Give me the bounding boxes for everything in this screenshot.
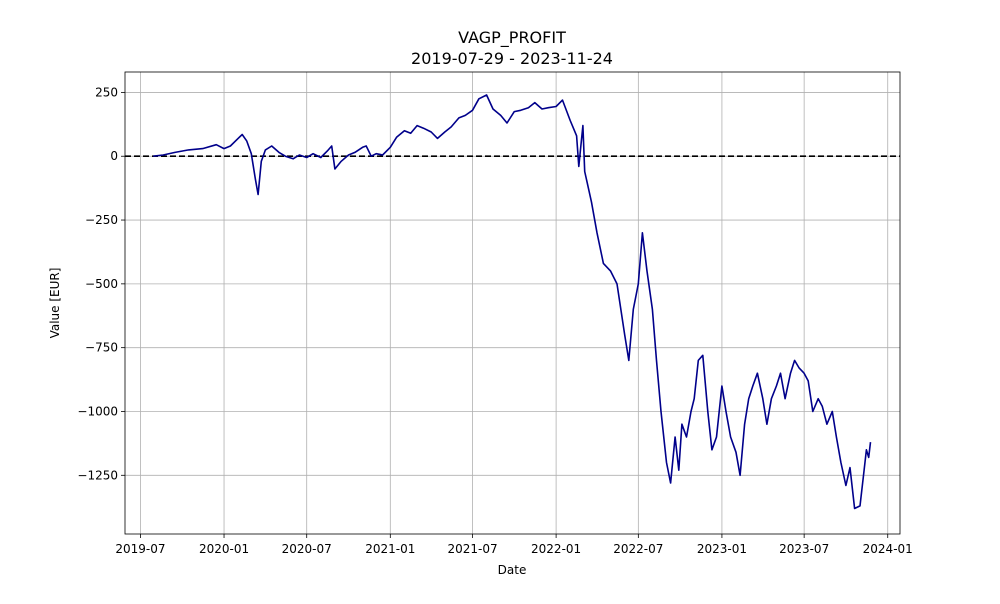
x-tick-label: 2022-07: [613, 542, 663, 556]
x-tick-label: 2023-07: [779, 542, 829, 556]
y-tick-label: −1250: [77, 468, 118, 482]
y-tick-label: −250: [85, 213, 118, 227]
y-tick-label: −500: [85, 277, 118, 291]
chart-subtitle: 2019-07-29 - 2023-11-24: [411, 49, 613, 68]
x-tick-layer: 2019-07 2020-01 2020-07 2021-01 2021-07 2022-…: [115, 534, 913, 556]
plot-area-frame: [124, 71, 901, 535]
x-tick-label: 2020-07: [282, 542, 332, 556]
y-tick-label: 250: [95, 85, 118, 99]
x-tick-label: 2023-01: [697, 542, 747, 556]
y-tick-label: −750: [85, 341, 118, 355]
y-tick-label: −1000: [77, 404, 118, 418]
y-axis-label: Value [EUR]: [48, 268, 62, 339]
x-axis-label: Date: [498, 563, 527, 577]
x-tick-label: 2024-01: [863, 542, 913, 556]
y-tick-layer: 250 0 −250 −500 −750 −1000 −1250: [77, 85, 125, 482]
series-layer: [153, 94, 872, 510]
x-tick-label: 2022-01: [531, 542, 581, 556]
chart-title: VAGP_PROFIT: [458, 28, 566, 48]
x-tick-label: 2021-07: [447, 542, 497, 556]
x-tick-label: 2021-01: [365, 542, 415, 556]
y-tick-label: 0: [110, 149, 118, 163]
x-tick-label: 2020-01: [199, 542, 249, 556]
x-tick-label: 2019-07: [115, 542, 165, 556]
profit-series-line: [153, 94, 872, 510]
